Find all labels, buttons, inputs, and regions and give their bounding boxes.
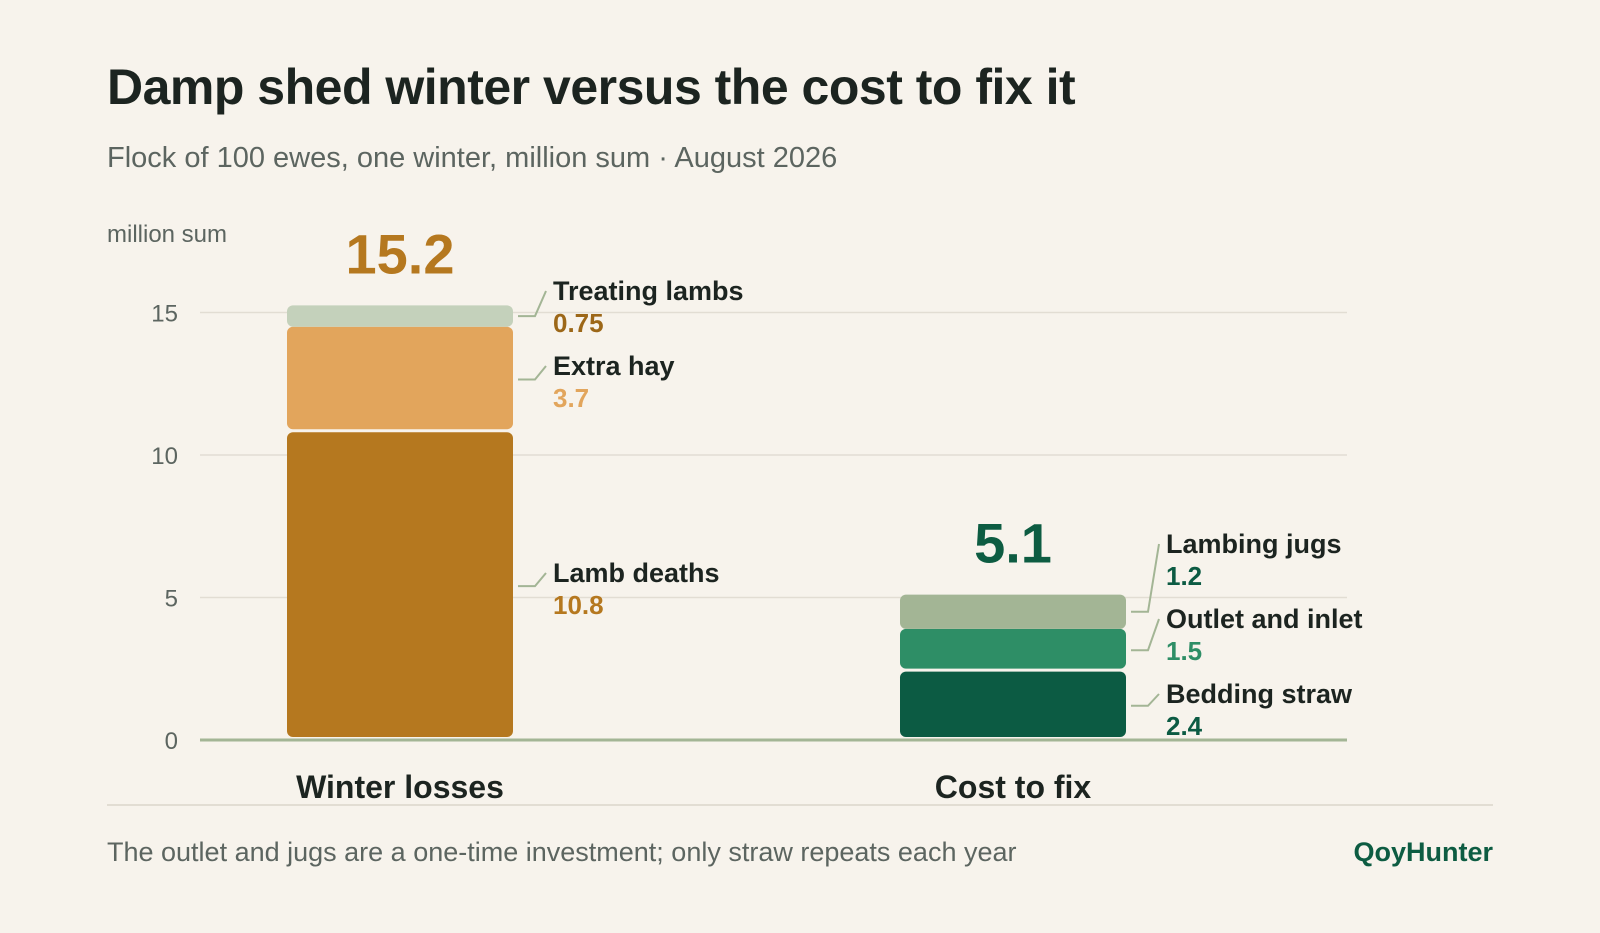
footer-divider — [107, 804, 1493, 806]
y-tick-label: 0 — [165, 728, 178, 755]
chart-subtitle: Flock of 100 ewes, one winter, million s… — [107, 142, 838, 174]
segment-value-label: 1.5 — [1166, 636, 1202, 666]
stack-total-label: 5.1 — [974, 512, 1052, 575]
y-axis: million sum 0 5 10 15 — [107, 221, 227, 755]
y-tick-label: 10 — [151, 443, 178, 470]
segment-value-label: 1.2 — [1166, 561, 1202, 591]
segment-connector — [518, 365, 547, 381]
segment-value-label: 3.7 — [553, 383, 589, 413]
segment-value-label: 2.4 — [1166, 711, 1203, 741]
bar-segment-lambing-jugs — [900, 594, 1126, 629]
y-tick-label: 5 — [165, 586, 178, 613]
segment-name-label: Lambing jugs — [1166, 529, 1342, 559]
x-category-label: Cost to fix — [935, 769, 1092, 800]
segment-name-label: Extra hay — [553, 351, 675, 381]
bar-segment-outlet-and-inlet — [900, 628, 1126, 669]
segment-connector — [518, 572, 547, 588]
y-tick-label: 15 — [151, 301, 178, 328]
brand-logo-text: QoyHunter — [1353, 837, 1493, 867]
bar-segment-lamb-deaths — [287, 432, 513, 737]
bar-segment-bedding-straw — [900, 671, 1126, 737]
footnote: The outlet and jugs are a one-time inves… — [107, 837, 1017, 867]
segment-name-label: Bedding straw — [1166, 679, 1353, 709]
bars — [287, 305, 1126, 737]
segment-connector — [518, 290, 547, 318]
bar-segment-extra-hay — [287, 326, 513, 430]
segment-value-label: 0.75 — [553, 308, 604, 338]
y-axis-unit-label: million sum — [107, 221, 227, 248]
bar-segment-treating-lambs — [287, 305, 513, 327]
segment-value-label: 10.8 — [553, 590, 604, 620]
segment-name-label: Outlet and inlet — [1166, 604, 1363, 634]
segment-connector — [1131, 693, 1160, 707]
chart-title: Damp shed winter versus the cost to fix … — [107, 59, 1076, 115]
segment-name-label: Lamb deaths — [553, 558, 720, 588]
segment-connector — [1131, 618, 1160, 652]
stack-total-label: 15.2 — [346, 222, 455, 285]
segment-connector — [1131, 543, 1160, 613]
x-category-label: Winter losses — [296, 769, 504, 800]
segment-name-label: Treating lambs — [553, 276, 744, 306]
